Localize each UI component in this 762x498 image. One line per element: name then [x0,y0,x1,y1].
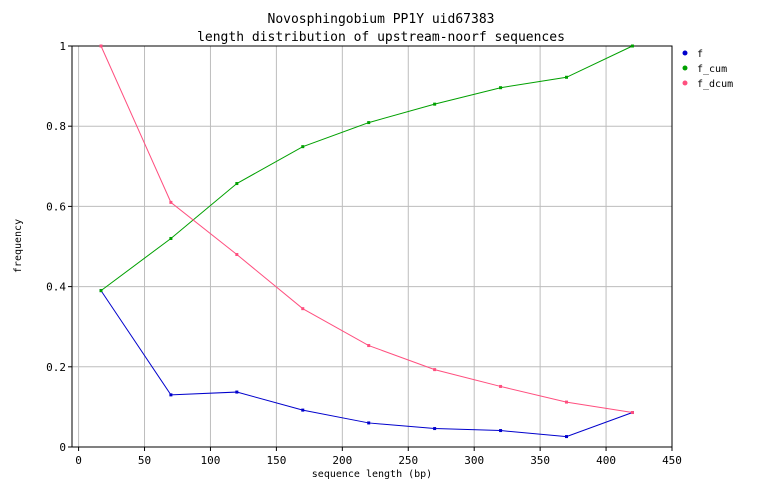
x-tick-label: 300 [464,454,484,467]
data-point [367,344,371,348]
data-point [367,121,371,125]
x-tick-label: 400 [596,454,616,467]
data-point [169,393,173,397]
grid [68,45,673,451]
data-point [301,307,305,311]
y-tick-label: 0.8 [46,120,66,133]
legend-label: f_dcum [697,79,733,90]
x-tick-label: 150 [266,454,286,467]
data-point [169,236,173,240]
series-line [100,290,633,438]
plot-frame [71,45,673,448]
series-layer [99,44,634,439]
legend-item: f [682,49,703,60]
tick-labels: 0 50 100 150 200 250 300 350 400 450 0 0.2 0.4 0.6 0.8… [46,40,682,467]
legend: f f_cum f_dcum [682,49,733,90]
legend-item: f_cum [682,64,727,75]
legend-label: f_cum [697,64,727,75]
data-point [499,384,503,388]
data-point [99,289,103,293]
y-tick-label: 1 [59,40,66,53]
x-axis-label: sequence length (bp) [312,469,432,480]
data-point [499,86,503,90]
y-tick-label: 0.2 [46,361,66,374]
legend-marker [682,65,688,71]
x-tick-label: 350 [530,454,550,467]
data-point [301,145,305,149]
legend-marker [682,80,688,86]
legend-label: f [697,49,703,60]
legend-marker [682,50,688,56]
series-line [100,45,633,414]
data-point [169,200,173,204]
data-point [301,408,305,412]
chart-subtitle: length distribution of upstream-noorf se… [197,30,565,45]
y-tick-label: 0.6 [46,200,66,213]
data-point [433,102,437,106]
data-point [565,400,569,404]
data-point [99,44,103,48]
y-tick-label: 0 [59,441,66,454]
data-point [433,368,437,372]
data-point [565,75,569,79]
series-f [99,289,634,439]
data-point [499,429,503,433]
x-tick-label: 200 [332,454,352,467]
series-f-dcum [99,44,634,415]
series-f-cum [99,44,634,293]
data-point [235,253,239,257]
x-tick-label: 0 [75,454,82,467]
y-tick-label: 0.4 [46,281,66,294]
y-axis-label: frequency [13,219,24,273]
data-point [235,390,239,394]
data-point [630,44,634,48]
data-point [235,182,239,186]
data-point [565,435,569,439]
x-tick-label: 100 [201,454,221,467]
x-tick-label: 50 [138,454,151,467]
chart-title: Novosphingobium PP1Y uid67383 [268,12,495,27]
x-tick-label: 450 [662,454,682,467]
data-point [367,421,371,425]
series-line [100,45,633,292]
data-point [433,427,437,431]
data-point [630,411,634,415]
legend-item: f_dcum [682,79,733,90]
x-tick-label: 250 [398,454,418,467]
